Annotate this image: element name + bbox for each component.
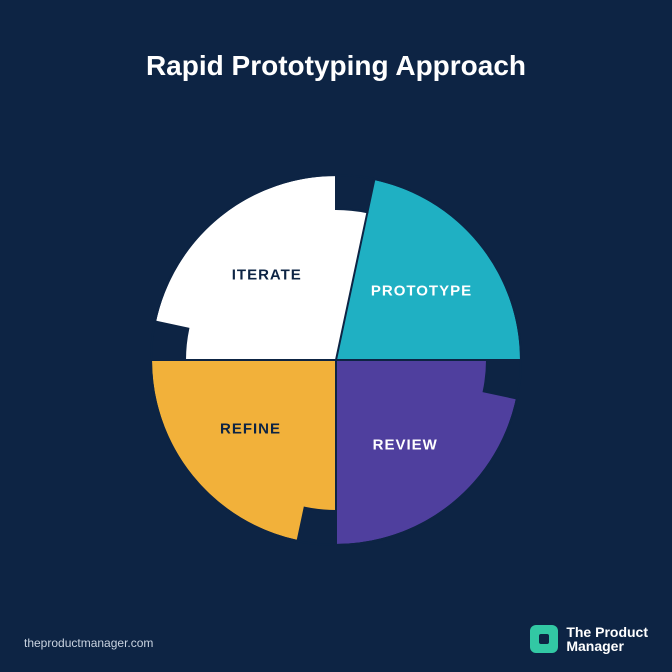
segment-label-iterate: ITERATE — [232, 266, 302, 283]
brand-line-1: The Product — [566, 625, 648, 640]
brand-line-2: Manager — [566, 639, 648, 654]
footer-url: theproductmanager.com — [24, 636, 153, 650]
infographic-stage: Rapid Prototyping Approach theproductman… — [0, 0, 672, 672]
segment-label-refine: REFINE — [220, 421, 281, 438]
brand-mark-icon — [530, 625, 558, 653]
brand-lockup: The Product Manager — [530, 625, 648, 654]
segment-label-prototype: PROTOTYPE — [371, 282, 472, 299]
segment-label-review: REVIEW — [373, 437, 438, 454]
brand-text: The Product Manager — [566, 625, 648, 654]
